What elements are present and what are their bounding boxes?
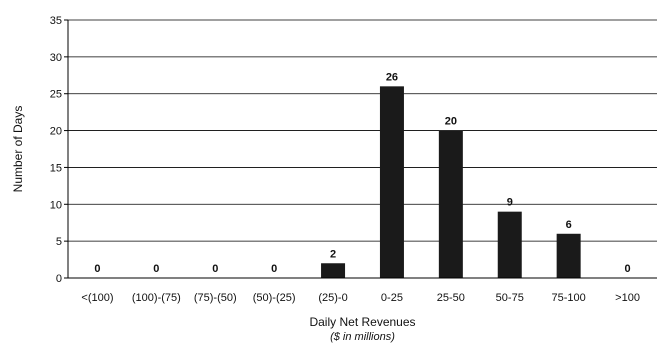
bar <box>321 263 346 278</box>
data-label: 0 <box>624 263 630 275</box>
data-label: 26 <box>386 71 398 83</box>
y-tick-label: 0 <box>56 273 62 285</box>
data-label: 0 <box>94 263 100 275</box>
bar <box>379 86 404 278</box>
data-label: 2 <box>330 248 336 260</box>
x-tick-label: 0-25 <box>381 292 403 304</box>
data-label: 9 <box>507 197 513 209</box>
x-tick-label: <(100) <box>81 292 113 304</box>
data-label: 0 <box>212 263 218 275</box>
y-tick-label: 35 <box>50 15 62 27</box>
gridlines <box>68 19 657 242</box>
bar <box>497 211 522 278</box>
x-tick-label: 25-50 <box>437 292 465 304</box>
data-label: 0 <box>271 263 277 275</box>
y-axis-title: Number of Days <box>11 106 25 193</box>
x-axis-title: Daily Net Revenues <box>309 315 415 329</box>
data-label: 20 <box>445 116 457 128</box>
x-tick-label: >100 <box>615 292 640 304</box>
x-axis-subtitle: ($ in millions) <box>330 331 395 343</box>
x-tick-label: (50)-(25) <box>253 292 296 304</box>
x-axis-ticks: <(100) (100)-(75) (75)-(50) (50)-(25) (25)-0… <box>81 292 640 304</box>
bar <box>438 130 463 278</box>
y-tick-label: 25 <box>50 89 62 101</box>
y-axis-ticks: 0 5 10 15 20 25 30 35 <box>50 15 68 285</box>
bars <box>321 86 581 278</box>
y-tick-label: 5 <box>56 236 62 248</box>
data-label: 6 <box>566 219 572 231</box>
data-label: 0 <box>153 263 159 275</box>
y-tick-label: 10 <box>50 199 62 211</box>
bar <box>556 233 581 278</box>
x-tick-label: 50-75 <box>496 292 524 304</box>
y-tick-label: 30 <box>50 52 62 64</box>
x-tick-label: (75)-(50) <box>194 292 237 304</box>
x-tick-label: 75-100 <box>552 292 586 304</box>
y-tick-label: 15 <box>50 162 62 174</box>
x-tick-label: (25)-0 <box>318 292 347 304</box>
x-tick-label: (100)-(75) <box>132 292 181 304</box>
data-labels: 0 0 0 0 2 26 20 9 6 0 <box>94 71 630 275</box>
y-tick-label: 20 <box>50 126 62 138</box>
